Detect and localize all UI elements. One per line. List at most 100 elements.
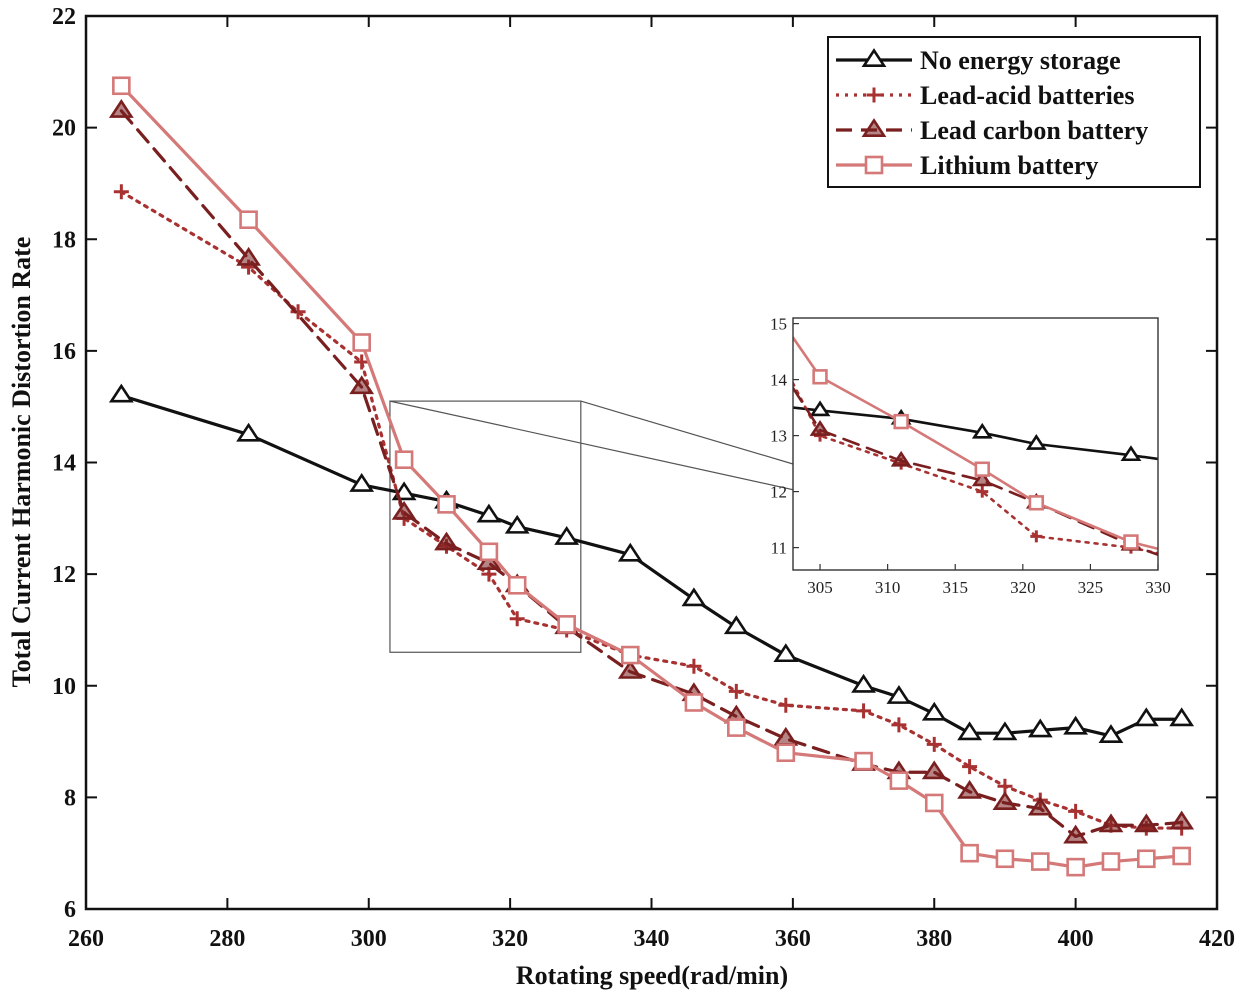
inset-data-point xyxy=(1030,530,1043,543)
inset-y-tick-label: 12 xyxy=(770,483,787,502)
main-data-point xyxy=(1027,796,1053,816)
legend: No energy storage Lead-acid batteries Lead… xyxy=(827,36,1201,188)
y-tick-label: 22 xyxy=(52,4,76,30)
main-data-point xyxy=(926,736,942,752)
main-data-point xyxy=(1063,715,1089,735)
main-data-point xyxy=(1027,718,1053,738)
inset-data-point xyxy=(893,413,909,430)
main-series-line xyxy=(119,109,1184,839)
main-data-point xyxy=(995,849,1015,869)
main-series-line xyxy=(119,84,1184,869)
main-data-point xyxy=(957,779,983,799)
main-data-point xyxy=(773,643,799,663)
legend-label: No energy storage xyxy=(920,46,1121,75)
main-data-point xyxy=(776,743,796,763)
main-data-point xyxy=(854,751,873,771)
x-tick-label: 280 xyxy=(209,926,245,952)
legend-entry: No energy storage xyxy=(836,46,1121,75)
y-tick-label: 16 xyxy=(52,339,76,365)
inset-data-point xyxy=(1123,534,1139,550)
x-axis-label: Rotating speed(rad/min) xyxy=(516,961,788,990)
main-data-point xyxy=(349,472,375,492)
inset-data-point xyxy=(812,369,828,385)
main-data-point xyxy=(1137,849,1156,869)
main-data-point xyxy=(476,503,502,523)
inset-data-point xyxy=(1245,464,1250,476)
main-data-point xyxy=(886,685,912,704)
main-data-point xyxy=(617,542,643,562)
main-data-point xyxy=(617,659,643,679)
main-data-point xyxy=(394,450,414,470)
inset-x-tick-label: 330 xyxy=(1145,578,1171,597)
inset-zoom-plot: 305 310 315 320 325 330 11 12 13 14 15 xyxy=(731,315,1250,597)
inset-series-group xyxy=(731,335,1250,579)
y-tick-label: 20 xyxy=(52,116,76,142)
inset-series-4 xyxy=(793,335,1158,551)
inset-y-tick-label: 13 xyxy=(770,427,787,446)
main-data-point xyxy=(352,333,371,352)
y-tick-label: 8 xyxy=(64,785,76,811)
main-data-point xyxy=(891,717,907,733)
x-tick-label: 260 xyxy=(68,926,104,952)
y-axis-label: Total Current Harmonic Distortion Rate xyxy=(7,237,36,688)
inset-y-tick-label: 15 xyxy=(770,315,787,334)
inset-x-tick-label: 315 xyxy=(942,578,968,597)
main-data-point xyxy=(236,422,261,442)
main-data-point xyxy=(239,210,258,230)
main-data-point xyxy=(1063,824,1089,844)
inset-data-point xyxy=(809,400,831,417)
inset-data-point xyxy=(1247,567,1250,579)
main-data-point xyxy=(557,615,576,634)
inset-data-point xyxy=(731,394,747,406)
main-data-point xyxy=(889,771,909,790)
main-data-point xyxy=(108,383,134,403)
x-tick-label: 400 xyxy=(1058,926,1094,952)
main-data-point xyxy=(1133,707,1159,727)
y-tick-label: 14 xyxy=(52,451,76,477)
inset-x-tick-label: 320 xyxy=(1010,578,1036,597)
legend-marker xyxy=(864,155,884,175)
main-data-point xyxy=(728,683,744,699)
main-axes: 260 280 300 320 340 360 380 400 420 6 8 10 12 14 16 18 2… xyxy=(52,4,1235,952)
main-data-point xyxy=(921,701,947,721)
main-data-point xyxy=(1101,852,1121,871)
inset-data-point xyxy=(1120,445,1142,462)
main-data-point xyxy=(236,246,261,266)
inset-data-point xyxy=(809,420,831,436)
y-tick-label: 18 xyxy=(52,227,76,253)
x-tick-label: 300 xyxy=(351,926,387,952)
main-data-point xyxy=(778,697,794,713)
inset-x-tick-label: 310 xyxy=(875,578,901,597)
main-data-point xyxy=(856,703,872,719)
main-data-point xyxy=(1172,846,1191,866)
main-data-point xyxy=(1098,724,1124,743)
main-data-point xyxy=(290,304,306,320)
main-data-point xyxy=(960,843,979,863)
main-plot-series xyxy=(108,76,1195,877)
zoom-box xyxy=(389,400,582,653)
main-data-point xyxy=(1030,852,1050,871)
main-data-point xyxy=(391,500,417,520)
main-data-point xyxy=(354,354,370,370)
main-data-point xyxy=(620,645,640,665)
main-data-point xyxy=(727,718,746,737)
main-data-point xyxy=(108,99,134,118)
legend-marker xyxy=(861,118,887,137)
main-data-point xyxy=(1133,813,1159,833)
zoom-connector-line xyxy=(580,400,794,465)
main-data-point xyxy=(1169,707,1195,727)
legend-marker xyxy=(861,48,887,67)
legend-marker xyxy=(866,87,882,103)
inset-data-point xyxy=(971,470,993,487)
legend-label: Lead carbon battery xyxy=(920,116,1148,145)
inset-data-point xyxy=(974,461,990,477)
inset-data-point xyxy=(890,450,912,467)
main-data-point xyxy=(504,514,530,534)
main-data-point xyxy=(686,658,702,674)
inset-data-point xyxy=(1028,495,1045,511)
main-data-point xyxy=(1098,813,1124,833)
legend-box xyxy=(827,36,1201,188)
main-data-point xyxy=(554,525,580,545)
main-data-point xyxy=(1066,857,1085,877)
